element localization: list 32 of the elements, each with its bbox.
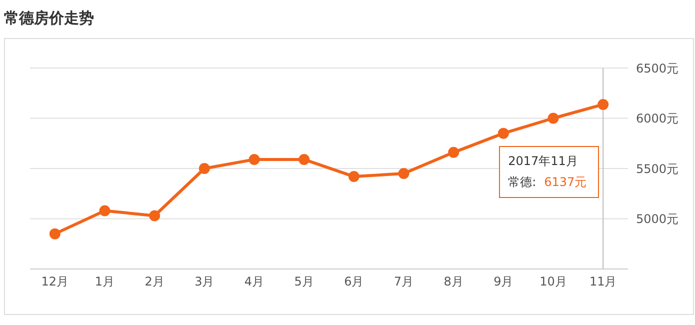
y-tick-label: 5000元: [636, 212, 679, 226]
annotation: 常德:: [508, 175, 536, 190]
point: [298, 154, 310, 165]
x-tick-label: 1月: [94, 274, 115, 289]
y-tick-label: 6000元: [636, 112, 679, 126]
x-tick-label: 11月: [589, 274, 617, 289]
point: [99, 205, 110, 216]
point: [498, 128, 509, 139]
x-tick-label: 3月: [194, 274, 214, 289]
point: [149, 210, 160, 222]
point: [548, 112, 559, 124]
point: [49, 228, 60, 240]
x-tick-label: 6月: [344, 274, 364, 289]
x-tick-label: 4月: [244, 274, 264, 289]
annotation: 2017年11月: [508, 153, 579, 170]
y-tick-label: 5500元: [636, 162, 679, 176]
x-tick-label: 7月: [394, 274, 414, 289]
point: [248, 154, 260, 165]
x-tick-label: 8月: [444, 274, 464, 289]
point: [598, 98, 609, 110]
x-tick-label: 10月: [540, 274, 567, 289]
point: [448, 146, 460, 158]
x-tick-label: 5月: [294, 274, 314, 289]
x-tick-label: 12月: [41, 274, 69, 289]
annotation: 6137元: [544, 175, 587, 190]
y-tick-label: 6500元: [636, 61, 679, 76]
point: [198, 163, 210, 174]
chart-title: 常德房价走势: [3, 8, 95, 29]
point: [398, 168, 410, 180]
point: [348, 171, 360, 182]
x-tick-label: 9月: [494, 274, 514, 289]
x-tick-label: 2月: [144, 274, 164, 289]
